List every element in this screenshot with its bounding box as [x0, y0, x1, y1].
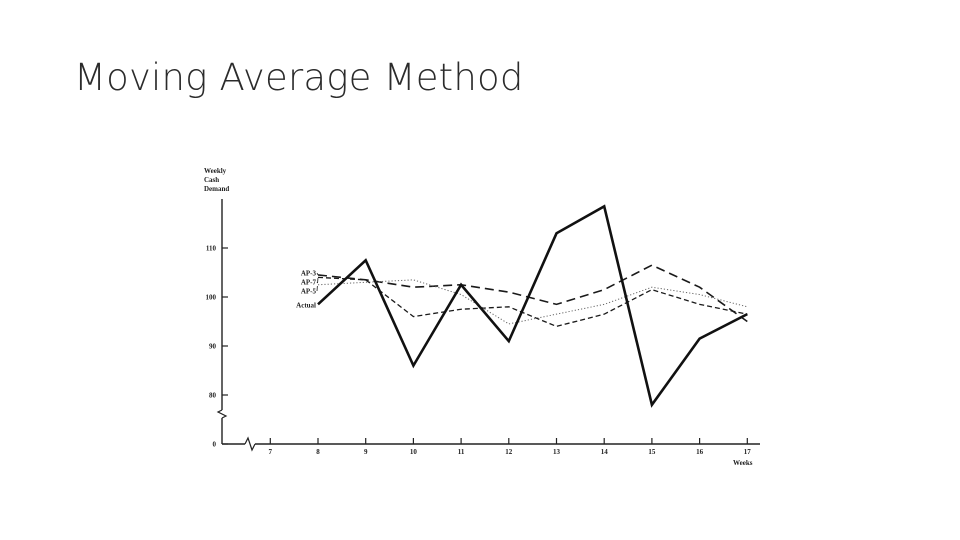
x-tick-label: 14 — [601, 448, 609, 456]
series-line-ap-3 — [317, 264, 748, 323]
y-axis — [216, 199, 228, 444]
x-axis-break — [244, 436, 256, 452]
x-axis — [222, 436, 760, 452]
y-ticks: 0 80 90 100 110 — [206, 245, 228, 449]
x-tick-label: 12 — [505, 448, 513, 456]
x-tick-label: 13 — [553, 448, 561, 456]
x-tick-label: 17 — [744, 448, 752, 456]
y-axis-title: Weekly Cash Demand — [204, 167, 229, 193]
legend-label-ap-3: AP-3 — [301, 270, 317, 278]
x-tick-label: 8 — [316, 448, 320, 456]
x-tick-label: 9 — [364, 448, 368, 456]
y-tick-label: 0 — [213, 441, 217, 449]
legend-leader-ap-5 — [316, 277, 319, 292]
x-tick-label: 15 — [648, 448, 656, 456]
legend-label-actual: Actual — [296, 302, 316, 310]
y-axis-title-line-2: Cash — [204, 176, 219, 184]
y-tick-label: 90 — [209, 343, 217, 351]
y-axis-title-line-1: Weekly — [204, 167, 227, 175]
x-tick-label: 10 — [410, 448, 418, 456]
legend-leader-ap-3 — [316, 272, 319, 276]
legend-leader-ap-7 — [316, 281, 319, 285]
x-axis-title: Weeks — [733, 459, 753, 467]
slide-title: Moving Average Method — [74, 56, 524, 99]
y-tick-label: 80 — [209, 392, 217, 400]
y-axis-title-line-3: Demand — [204, 185, 229, 193]
x-ticks: 7 8 9 10 11 12 13 14 15 16 17 — [269, 438, 752, 456]
y-tick-label: 100 — [206, 294, 217, 302]
legend: AP-3AP-7AP-5 Actual — [296, 270, 319, 310]
x-tick-label: 11 — [458, 448, 465, 456]
x-tick-label: 7 — [269, 448, 273, 456]
x-tick-label: 16 — [696, 448, 704, 456]
series-lines — [317, 204, 748, 408]
legend-label-ap-7: AP-7 — [301, 279, 317, 287]
y-tick-label: 110 — [206, 245, 217, 253]
y-axis-break — [216, 409, 228, 419]
legend-label-ap-5: AP-5 — [301, 288, 317, 296]
series-line-actual — [317, 204, 748, 408]
